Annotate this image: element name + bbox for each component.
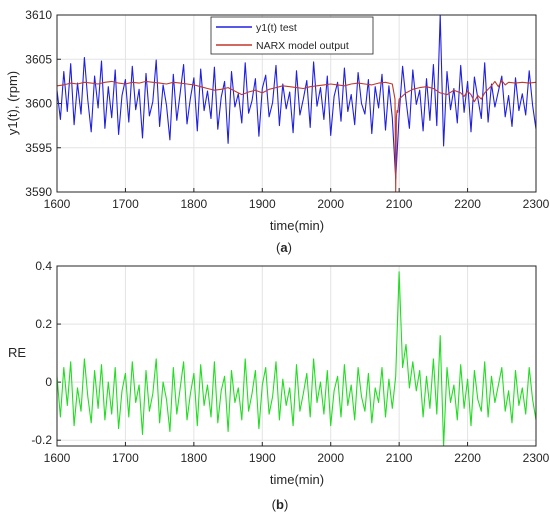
x-tick-label: 1800	[181, 197, 208, 211]
x-axis-label-a: time(min)	[270, 218, 324, 233]
panel-caption-b: (b)	[272, 497, 289, 512]
legend: y1(t) test NARX model output	[210, 16, 374, 55]
y-tick-label: 3600	[25, 97, 52, 111]
y-axis-label-a: y1(t), (rpm)	[5, 71, 20, 135]
y-tick-labels-b: -0.2 0 0.2 0.4	[31, 259, 52, 447]
x-tick-label: 1600	[44, 451, 71, 465]
y-tick-label: 3595	[25, 141, 52, 155]
panel-b: -0.2 0 0.2 0.4 1600 1700 1800 1900 2000 2100 2200…	[8, 259, 550, 512]
series-a	[57, 15, 536, 192]
panel-letter-a: a	[280, 240, 288, 255]
series-b	[57, 271, 536, 446]
x-tick-label: 1900	[249, 451, 276, 465]
series-line-re	[57, 271, 536, 446]
x-tick-label: 2200	[454, 451, 481, 465]
axes-box-a	[56, 14, 537, 193]
x-tick-labels-a: 1600 1700 1800 1900 2000 2100 2200 2300	[44, 197, 550, 211]
y-tick-labels-a: 3590 3595 3600 3605 3610	[25, 8, 52, 199]
y-tick-label: 0	[45, 375, 52, 389]
y-tick-label: 0.2	[35, 317, 52, 331]
legend-box	[210, 16, 374, 55]
x-tick-label: 2000	[317, 197, 344, 211]
x-tick-label: 1800	[181, 451, 208, 465]
x-tick-label: 2100	[386, 451, 413, 465]
x-tick-label: 1700	[112, 197, 139, 211]
legend-label-test: y1(t) test	[256, 22, 297, 34]
x-tick-label: 2100	[386, 197, 413, 211]
x-tick-label: 2200	[454, 197, 481, 211]
y-tick-label: 3590	[25, 185, 52, 199]
panel-letter-b: b	[276, 497, 284, 512]
series-line-y1-t-test	[57, 15, 536, 180]
series-line-narx-model-output	[57, 79, 536, 192]
y-tick-label: 3605	[25, 52, 52, 66]
x-axis-label-b: time(min)	[270, 472, 324, 487]
y-tick-label: 3610	[25, 8, 52, 22]
y-axis-label-b: RE	[8, 345, 26, 360]
x-tick-label: 1700	[112, 451, 139, 465]
x-tick-label: 2300	[523, 197, 550, 211]
plot-area-b	[57, 266, 536, 446]
x-tick-labels-b: 1600 1700 1800 1900 2000 2100 2200 2300	[44, 451, 550, 465]
panel-caption-a: (a)	[276, 240, 292, 255]
x-tick-label: 2300	[523, 451, 550, 465]
y-tick-label: 0.4	[35, 259, 52, 273]
x-tick-label: 1900	[249, 197, 276, 211]
x-tick-label: 1600	[44, 197, 71, 211]
legend-label-narx: NARX model output	[256, 40, 349, 52]
axes-box-b	[56, 265, 537, 447]
panel-a: 3590 3595 3600 3605 3610 1600 1700 1800 1900 200…	[5, 8, 550, 255]
x-tick-label: 2000	[317, 451, 344, 465]
y-tick-label: -0.2	[31, 433, 52, 447]
